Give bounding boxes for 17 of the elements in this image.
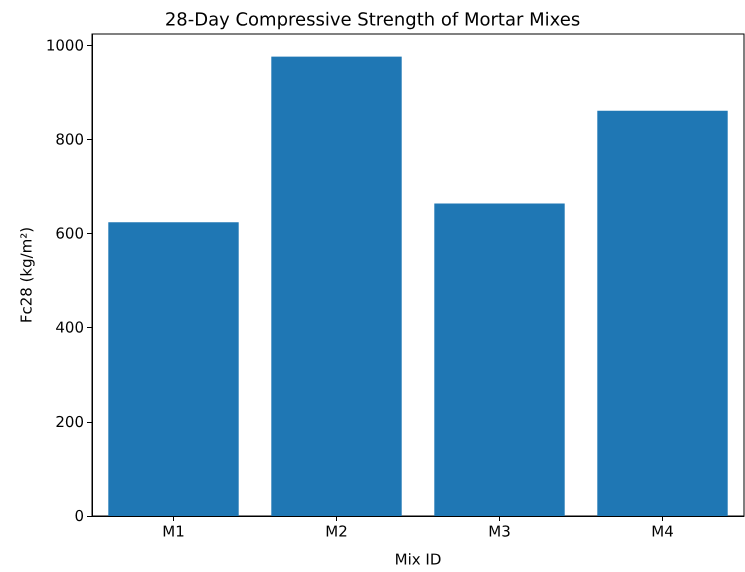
bar: [271, 56, 402, 516]
bar: [597, 110, 728, 516]
bar: [434, 203, 565, 516]
x-tick-label: M4: [651, 522, 674, 540]
y-axis-title: Fc28 (kg/m²): [18, 226, 36, 324]
y-tick-label: 800: [55, 130, 84, 148]
y-tick-label: 400: [55, 318, 84, 337]
y-tick-label: 1000: [46, 36, 84, 54]
bar: [108, 222, 239, 516]
y-tick-label: 600: [55, 224, 84, 243]
chart-title: 28-Day Compressive Strength of Mortar Mixes: [164, 10, 580, 30]
x-tick-label: M2: [325, 522, 348, 540]
x-tick-label: M3: [488, 522, 511, 540]
x-axis-title: Mix ID: [394, 550, 442, 568]
x-tick-label: M1: [162, 522, 185, 540]
y-tick-label: 200: [55, 412, 84, 431]
y-tick-label: 0: [74, 507, 84, 525]
